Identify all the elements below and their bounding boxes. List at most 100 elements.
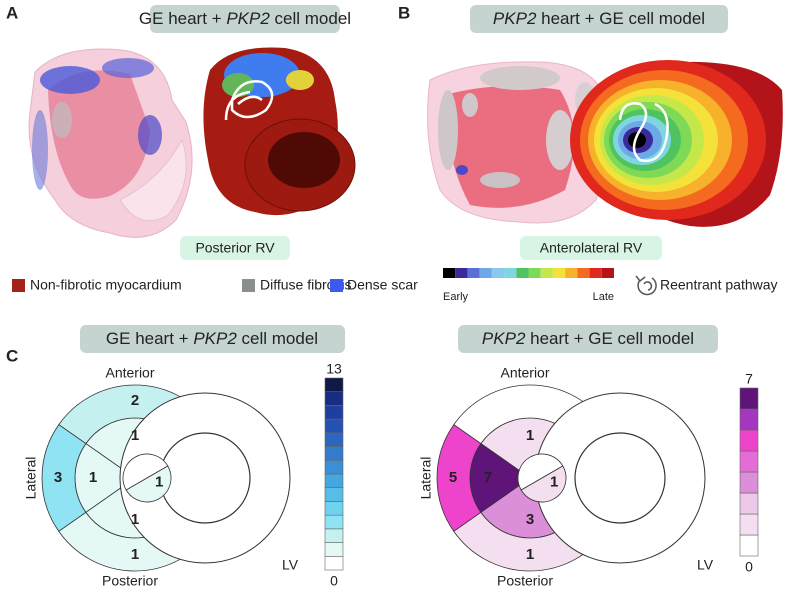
title-part: cell model	[270, 9, 351, 28]
colorbar-cell	[324, 459, 344, 475]
title-pill	[470, 5, 728, 33]
panel-title: GE heart + PKP2 cell model	[139, 9, 351, 28]
colorbar-cell	[443, 268, 456, 278]
lv-outer	[119, 392, 291, 564]
colorbar-cell	[739, 429, 759, 452]
segment-label: 1	[155, 473, 163, 490]
panel-label: B	[398, 3, 410, 22]
legend-label: Diffuse fibrosis	[260, 277, 352, 293]
segment-label: 7	[484, 469, 492, 486]
title-part: PKP2	[493, 9, 537, 28]
lv-label: LV	[282, 557, 299, 573]
colorbar-cell	[739, 492, 759, 515]
colorbar-cell	[324, 528, 344, 543]
colorbar-cell	[479, 268, 492, 278]
segment-label: 1	[550, 473, 558, 490]
colorbar-min: 0	[330, 573, 338, 589]
panel-label: C	[6, 346, 18, 365]
segment	[122, 453, 169, 491]
legend-label: Dense scar	[347, 277, 418, 293]
view-label: Posterior RV	[195, 240, 275, 256]
colorbar-cell	[739, 513, 759, 536]
panel-label: A	[6, 3, 18, 22]
segment	[125, 465, 172, 503]
colorbar-end: Late	[593, 291, 614, 303]
panel-title: PKP2 heart + GE cell model	[493, 9, 705, 28]
view-pill	[520, 236, 662, 260]
posterior-label: Posterior	[497, 573, 553, 589]
segment-label: 1	[131, 427, 139, 444]
colorbar-cell	[324, 501, 344, 516]
colorbar-cell	[324, 555, 344, 571]
view-pill	[180, 236, 290, 260]
legend-label: Non-fibrotic myocardium	[30, 277, 182, 293]
colorbar-cell	[516, 268, 529, 278]
lateral-label: Lateral	[418, 457, 434, 500]
segment	[520, 465, 567, 503]
colorbar-cell	[324, 405, 344, 420]
legend-label: Reentrant pathway	[660, 277, 778, 293]
colorbar-cell	[324, 446, 344, 461]
title-pill	[458, 325, 718, 353]
segment-label: 3	[526, 511, 534, 528]
colorbar-max: 7	[745, 371, 753, 387]
heart-activation-b	[570, 60, 783, 227]
colorbar-cell	[577, 268, 590, 278]
colorbar-cell	[324, 391, 344, 406]
colorbar-cell	[455, 268, 468, 278]
colorbar-start: Early	[443, 291, 469, 303]
segment-label: 5	[449, 469, 457, 486]
colorbar-cell	[739, 408, 759, 431]
colorbar-cell	[467, 268, 480, 278]
colorbar-cell	[324, 473, 344, 489]
title-part: cell model	[237, 329, 318, 348]
legend-swatch	[330, 279, 343, 292]
title-part: PKP2	[482, 329, 526, 348]
legend-swatch	[12, 279, 25, 292]
anterior-label: Anterior	[500, 365, 549, 381]
colorbar-cell	[739, 534, 759, 557]
colorbar-cell	[601, 268, 614, 278]
colorbar-cell	[739, 387, 759, 410]
title-part: GE heart +	[106, 329, 193, 348]
title-part: GE heart +	[139, 9, 226, 28]
colorbar-cell	[528, 268, 541, 278]
plot-title: GE heart + PKP2 cell model	[106, 329, 318, 348]
legend-swatch	[242, 279, 255, 292]
colorbar-cell	[324, 418, 344, 434]
colorbar-min: 0	[745, 559, 753, 575]
title-pill	[150, 5, 340, 33]
colorbar-cell	[324, 377, 344, 393]
colorbar-cell	[504, 268, 517, 278]
posterior-label: Posterior	[102, 573, 158, 589]
lateral-label: Lateral	[23, 457, 39, 500]
colorbar-cell	[324, 487, 344, 502]
title-part: PKP2	[226, 9, 270, 28]
colorbar-cell	[540, 268, 553, 278]
colorbar-cell	[324, 514, 344, 530]
plot-title: PKP2 heart + GE cell model	[482, 329, 694, 348]
segment-label: 1	[526, 427, 534, 444]
title-part: heart + GE cell model	[536, 9, 705, 28]
colorbar-cell	[491, 268, 505, 278]
heart-activation-a	[203, 47, 356, 216]
colorbar-cell	[324, 542, 344, 557]
colorbar-cell	[739, 471, 759, 494]
reentrant-icon	[635, 275, 657, 296]
segment	[517, 453, 564, 491]
title-part: heart + GE cell model	[525, 329, 694, 348]
lv-inner	[574, 432, 666, 524]
view-label: Anterolateral RV	[540, 240, 643, 256]
colorbar-cell	[324, 432, 344, 447]
segment-label: 1	[131, 511, 139, 528]
title-pill	[80, 325, 345, 353]
segment-label: 1	[526, 546, 534, 563]
colorbar-cell	[739, 450, 759, 473]
heart-transparent	[28, 48, 193, 238]
title-part: PKP2	[193, 329, 237, 348]
heart-transparent	[427, 61, 609, 224]
segment-label: 1	[131, 546, 139, 563]
segment-label: 3	[54, 469, 62, 486]
lv-label: LV	[697, 557, 714, 573]
